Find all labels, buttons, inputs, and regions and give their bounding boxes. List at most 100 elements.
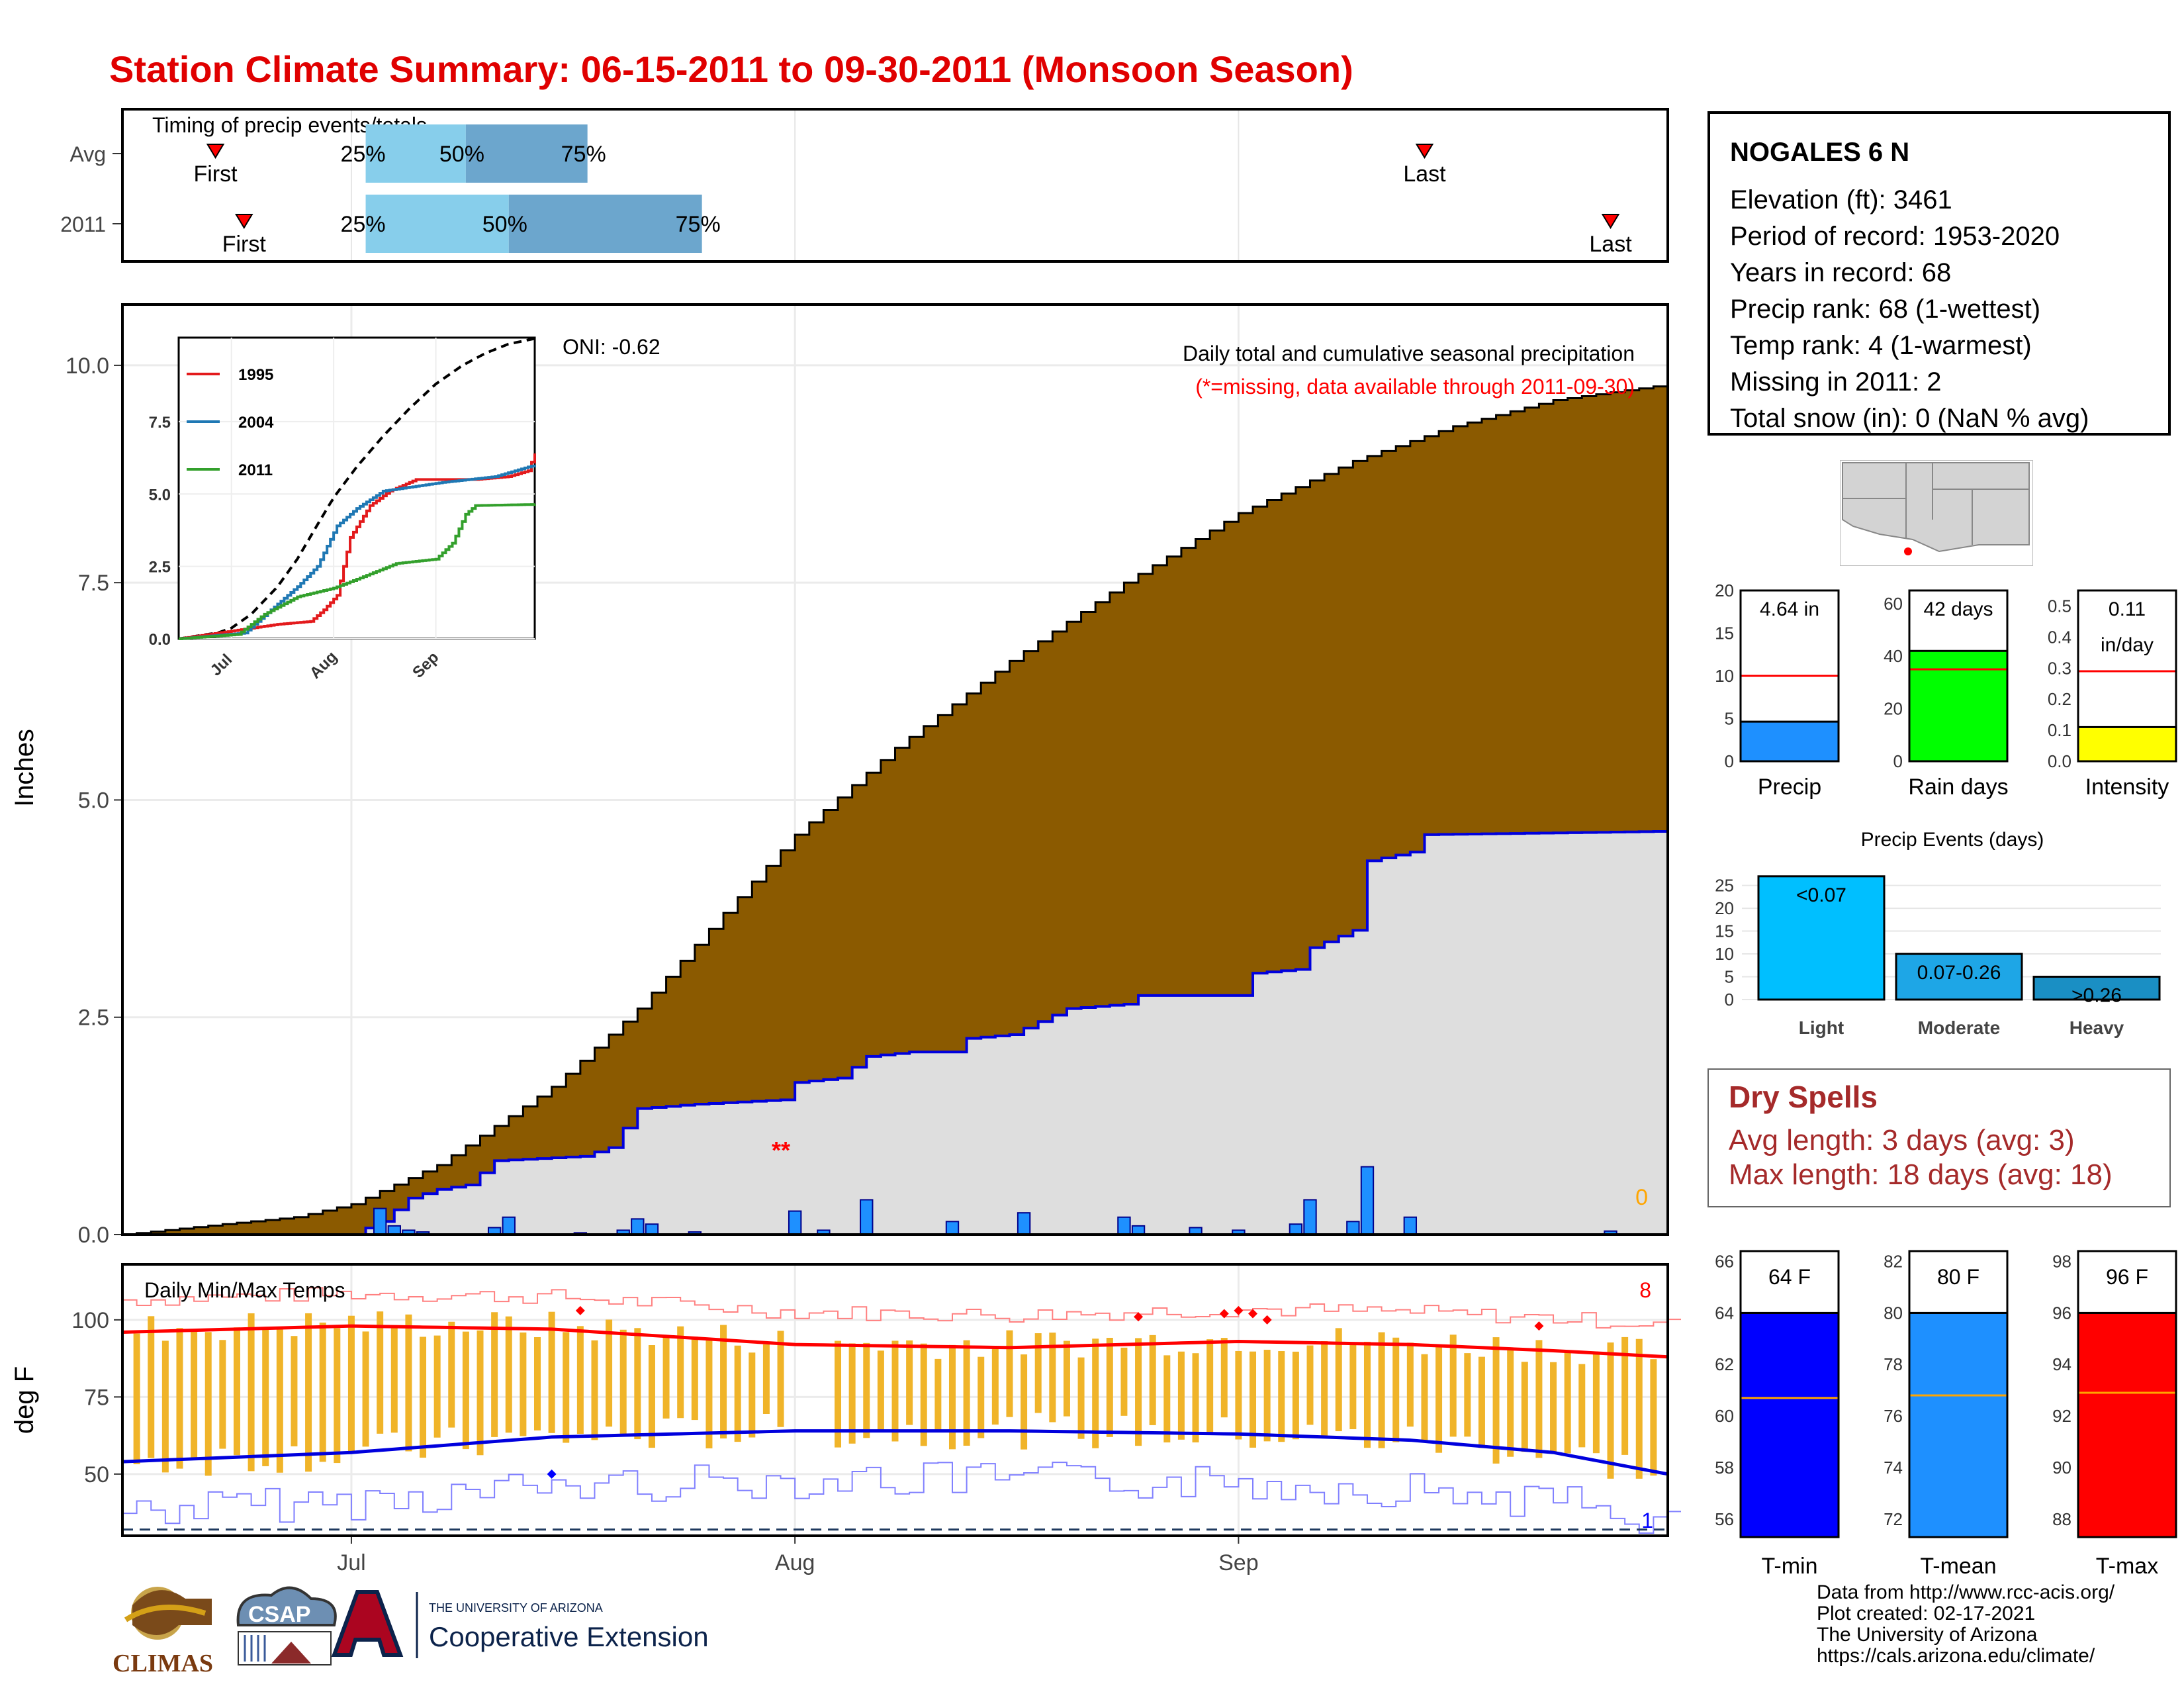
temp-bar-2 (2077, 1311, 2177, 1538)
daily-precip-bar (945, 1221, 960, 1235)
temp-bar-ytick: 82 (1884, 1252, 1903, 1272)
daily-temp-bar (491, 1312, 498, 1437)
inset-legend-label: 2004 (238, 414, 274, 432)
daily-temp-bar (219, 1340, 226, 1449)
daily-temp-bar (863, 1342, 870, 1438)
daily-temp-bar (1292, 1351, 1299, 1440)
daily-precip-bar (1303, 1199, 1317, 1236)
daily-temp-bar (1063, 1340, 1070, 1417)
daily-temp-bar (1592, 1352, 1600, 1454)
mini-bar-label: Intensity (2085, 774, 2169, 800)
mini-bar-ytick: 40 (1884, 646, 1903, 666)
timing-p50-label: 50% (482, 212, 527, 237)
temp-bar-value-box (1908, 1250, 2009, 1314)
mini-bar-frame (1739, 589, 1840, 763)
daily-temp-bar (133, 1333, 140, 1464)
timing-last-label: Last (1403, 162, 1446, 187)
daily-temp-bar (948, 1344, 956, 1450)
mini-bar-1 (1908, 649, 2009, 763)
timing-row-label: 2011 (60, 212, 106, 236)
daily-temp-bar (920, 1343, 927, 1446)
record-low-count: 1 (1641, 1509, 1653, 1532)
daily-temp-bar (1650, 1359, 1657, 1476)
zero-count: 0 (1635, 1185, 1648, 1210)
temp-bar-ytick: 62 (1715, 1354, 1734, 1374)
daily-temp-bar (720, 1325, 727, 1439)
daily-temp-bar (305, 1313, 312, 1472)
daily-precip-bar (1117, 1216, 1131, 1235)
temp-bar-ytick: 80 (1884, 1303, 1903, 1323)
mini-bar-ytick: 10 (1715, 666, 1734, 686)
mini-bar-ytick: 20 (1715, 581, 1734, 600)
csap-logo-text: CSAP (248, 1602, 310, 1627)
daily-temp-bar (520, 1332, 527, 1436)
daily-temp-bar (1163, 1355, 1171, 1443)
timing-p25-label: 25% (341, 142, 386, 167)
temp-xtick: Sep (1218, 1550, 1259, 1575)
mini-bar-frame (1908, 589, 2009, 763)
daily-temp-bar (1564, 1350, 1571, 1454)
daily-temp-bar (1278, 1351, 1285, 1442)
timing-row-label: Avg (69, 142, 106, 166)
daily-precip-bar (1346, 1221, 1360, 1235)
record-high-marker (1262, 1315, 1272, 1325)
daily-temp-bar (448, 1321, 455, 1428)
daily-temp-bar (1535, 1340, 1543, 1458)
precip-note: (*=missing, data available through 2011-… (1195, 375, 1635, 399)
timing-frame (121, 108, 1669, 263)
daily-temp-bar (319, 1322, 326, 1462)
daily-temp-bar (1378, 1332, 1385, 1448)
daily-temp-bar (347, 1315, 355, 1453)
daily-temp-bar (405, 1314, 412, 1452)
events-ytick: 0 (1725, 990, 1734, 1009)
avg-max-line (122, 1324, 1668, 1359)
precip-title: Daily total and cumulative seasonal prec… (1183, 342, 1635, 365)
daily-temp-bar (1034, 1333, 1042, 1413)
credit-line: Plot created: 02-17-2021 (1817, 1603, 2036, 1624)
precip-ytick: 5.0 (78, 788, 109, 813)
daily-temp-bar (477, 1330, 484, 1456)
daily-temp-bar (978, 1356, 985, 1438)
station-name: NOGALES 6 N (1730, 138, 1910, 167)
avg-min-line (122, 1429, 1668, 1476)
events-bar-moderate (1895, 953, 2023, 1001)
daily-temp-bar (1607, 1342, 1614, 1479)
daily-precip-bar (1289, 1223, 1303, 1236)
daily-temp-bar (505, 1316, 512, 1433)
mini-bar-frame (2077, 589, 2177, 763)
temp-bar-value-box (2077, 1250, 2177, 1314)
inset-legend-label: 1995 (238, 366, 273, 384)
daily-temp-bar (233, 1327, 240, 1456)
daily-temp-bar (749, 1352, 756, 1438)
daily-temp-bar (891, 1340, 899, 1442)
temp-bar-ytick: 92 (2052, 1406, 2071, 1426)
dry-spells-max: Max length: 18 days (avg: 18) (1729, 1158, 2113, 1191)
daily-temp-bar (548, 1311, 555, 1433)
daily-temp-bar (1464, 1353, 1471, 1437)
precip-ytick: 0.0 (78, 1223, 109, 1244)
mini-bar-ytick: 0.2 (2048, 689, 2071, 709)
daily-precip-bar (860, 1199, 874, 1236)
ua-logo-big-text: Cooperative Extension (429, 1621, 709, 1652)
events-ytick: 20 (1715, 898, 1734, 918)
credit-line: Data from http://www.rcc-acis.org/ (1817, 1581, 2115, 1603)
record-high-marker (1248, 1309, 1258, 1319)
daily-temp-bar (420, 1336, 427, 1458)
inset-ytick: 5.0 (149, 486, 171, 504)
daily-temp-bar (334, 1328, 341, 1464)
daily-temp-bar (1521, 1362, 1528, 1452)
daily-temp-bar (777, 1331, 784, 1427)
mini-bar-ytick: 0 (1893, 751, 1903, 771)
mini-bar-ytick: 0.3 (2048, 658, 2071, 678)
events-category: Moderate (1918, 1017, 2000, 1038)
timing-bar-50-75 (508, 195, 702, 253)
daily-precip-bar (788, 1210, 802, 1236)
record-high-marker (1234, 1305, 1244, 1315)
daily-temp-bar (1135, 1338, 1142, 1446)
timing-p75-label: 75% (561, 142, 606, 167)
daily-temp-bar (1550, 1362, 1557, 1453)
daily-temp-bar (1349, 1344, 1357, 1430)
timing-bar-50-75 (465, 124, 588, 183)
precip-frame (121, 303, 1669, 1236)
events-ytick: 5 (1725, 967, 1734, 987)
